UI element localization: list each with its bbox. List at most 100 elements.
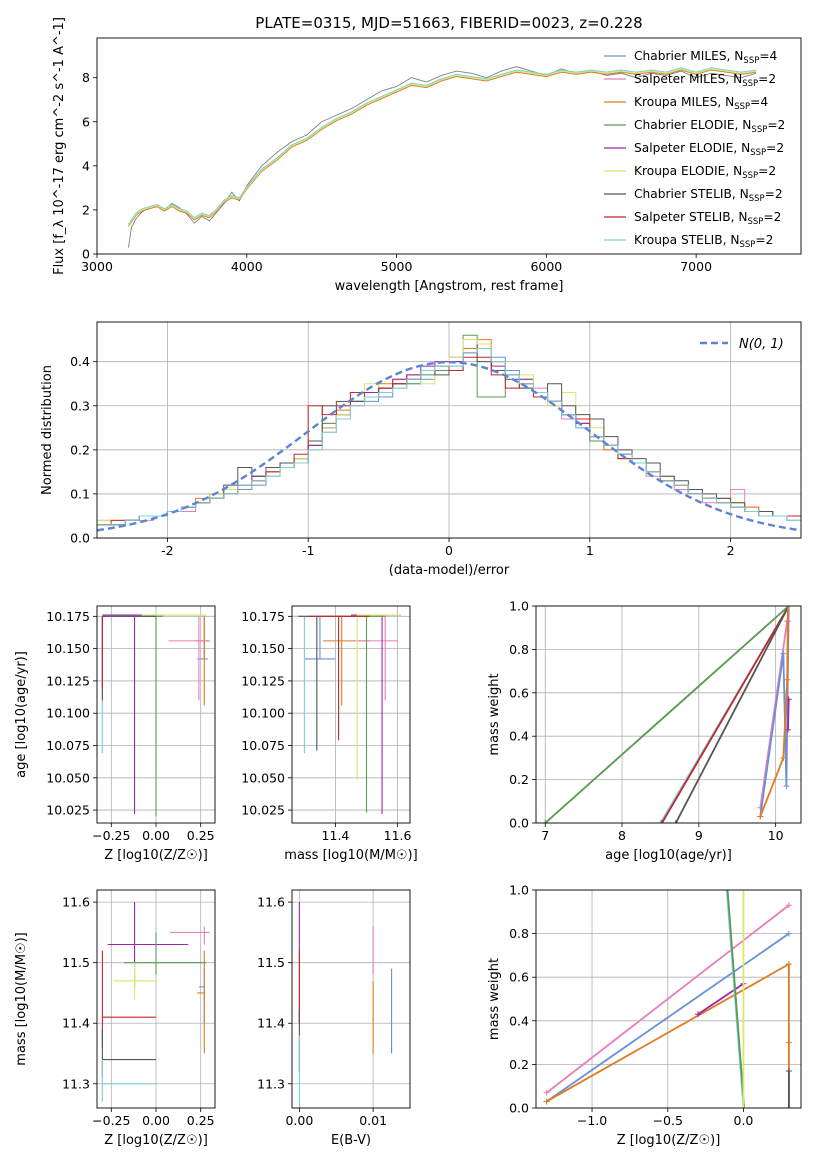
errorbar-point — [101, 615, 156, 754]
x-tick-label: 0.00 — [142, 1113, 170, 1128]
errorbar-point — [101, 615, 156, 701]
y-tick-label: 11.3 — [62, 1076, 90, 1091]
legend-label: Chabrier MILES, NSSP=4 — [634, 49, 778, 66]
plus-marker — [784, 676, 791, 683]
y-tick-label: 10.100 — [241, 706, 285, 721]
y-axis-label: mass weight — [487, 673, 502, 755]
errorbar-point — [102, 614, 156, 814]
figure-title: PLATE=0315, MJD=51663, FIBERID=0023, z=0… — [255, 14, 642, 32]
y-axis-label: mass weight — [487, 958, 502, 1040]
plus-marker — [740, 1105, 747, 1108]
x-tick-label: 11.4 — [322, 828, 350, 843]
y-axis-label: Flux [f_λ 10^-17 erg cm^-2 s^-1 A^-1] — [52, 17, 67, 275]
model-spectrum-line — [128, 69, 757, 227]
y-tick-label: 11.5 — [62, 955, 90, 970]
legend-label: Kroupa ELODIE, NSSP=2 — [634, 164, 776, 181]
x-tick-label: 7 — [541, 828, 549, 843]
plot-area — [542, 606, 792, 823]
errorbar-point — [304, 616, 336, 660]
x-axis-label: Z [log10(Z/Z☉)] — [104, 1133, 208, 1148]
plot-area — [97, 334, 801, 532]
y-tick-label: 0 — [82, 247, 90, 262]
y-tick-label: 8 — [82, 70, 90, 85]
axes-frame — [291, 889, 411, 1109]
x-tick-label: 3000 — [81, 259, 113, 274]
plus-marker — [695, 1011, 702, 1018]
panel-residuals: -2 -1 0 1 2 0.0 0.1 0.2 0.3 0.4 (data-model)/error… — [40, 321, 802, 578]
plus-marker — [657, 820, 664, 823]
errorbar-point — [101, 1029, 156, 1078]
plus-marker — [780, 754, 787, 761]
x-axis-label: Z [log10(Z/Z☉)] — [617, 1133, 721, 1148]
y-tick-label: 4 — [82, 158, 90, 173]
y-tick-label: 10.125 — [46, 673, 90, 688]
mass-weight-line — [546, 904, 790, 1094]
y-tick-label: 10.175 — [241, 609, 285, 624]
y-tick-label: 0.6 — [509, 970, 529, 985]
plus-marker — [543, 1089, 550, 1096]
y-tick-label: 10.150 — [241, 641, 285, 656]
x-tick-label: −1.0 — [577, 1113, 607, 1128]
y-tick-label: 0.8 — [509, 926, 529, 941]
plus-marker — [757, 813, 764, 820]
errorbar-point — [107, 615, 164, 817]
gridlines — [97, 322, 801, 539]
errorbar-point — [198, 968, 205, 1024]
x-axis-label: wavelength [Angstrom, rest frame] — [335, 279, 564, 294]
legend-label: Chabrier ELODIE, NSSP=2 — [634, 118, 785, 135]
y-tick-label: 10.025 — [46, 803, 90, 818]
y-tick-label: 10.075 — [241, 738, 285, 753]
panel-mass-vs-EBV: 0.00 0.01 11.3 11.4 11.5 11.6 E(B-V) — [257, 889, 411, 1148]
plus-marker — [724, 890, 731, 893]
model-spectrum-line — [128, 67, 757, 225]
errorbar-point — [168, 616, 210, 701]
errorbar-point — [356, 614, 401, 781]
x-tick-label: -1 — [302, 543, 314, 558]
plus-marker — [785, 902, 792, 909]
y-tick-label: 10.050 — [241, 770, 285, 785]
panel-spectrum: 3000 4000 5000 6000 7000 0 2 4 6 8 wavelength [Ang… — [52, 17, 802, 294]
errorbar-point — [323, 616, 370, 706]
x-axis-label: Z [log10(Z/Z☉)] — [104, 848, 208, 863]
gridlines — [292, 890, 410, 1108]
x-tick-label: −0.25 — [92, 828, 130, 843]
plus-marker — [543, 1098, 550, 1105]
y-tick-label: 1.0 — [509, 599, 529, 614]
plus-marker — [785, 961, 792, 968]
x-axis-label: mass [log10(M/M☉)] — [284, 848, 417, 863]
mass-weight-line — [544, 606, 790, 823]
legend-label: N(0, 1) — [739, 337, 784, 352]
plot-area — [128, 66, 757, 248]
errorbar-point — [170, 926, 210, 945]
plot-area — [295, 614, 401, 814]
legend-label: Chabrier STELIB, NSSP=2 — [634, 187, 783, 204]
y-tick-label: 10.125 — [241, 673, 285, 688]
y-tick-label: 2 — [82, 202, 90, 217]
x-tick-label: 0.00 — [142, 828, 170, 843]
y-tick-label: 10.150 — [46, 641, 90, 656]
x-tick-label: 5000 — [381, 259, 413, 274]
x-tick-label: 10 — [768, 828, 784, 843]
y-tick-label: 0.4 — [509, 729, 529, 744]
y-tick-label: 11.6 — [257, 895, 285, 910]
errorbar-point — [101, 615, 106, 689]
errorbar-point — [323, 615, 386, 813]
x-tick-label: −0.25 — [92, 1113, 130, 1128]
x-tick-label: -2 — [161, 543, 173, 558]
plus-marker — [658, 820, 665, 823]
y-tick-label: 11.4 — [62, 1016, 90, 1031]
x-axis-label: age [log10(age/yr)] — [605, 848, 732, 863]
mass-weight-line — [546, 932, 790, 1103]
x-tick-label: 11.6 — [384, 828, 412, 843]
x-tick-label: 2 — [727, 543, 735, 558]
errorbar-point — [101, 950, 156, 1048]
panel-age-vs-mass: 11.4 11.6 10.025 10.050 10.075 10.100 10.125 10… — [241, 605, 418, 863]
axes-frame — [96, 605, 216, 824]
axes-frame — [291, 605, 411, 824]
x-tick-label: 6000 — [530, 259, 562, 274]
y-tick-label: 0.1 — [70, 486, 90, 501]
errorbar-point — [298, 615, 351, 751]
y-tick-label: 1.0 — [509, 883, 529, 898]
axes-frame — [96, 889, 216, 1109]
errorbar-point — [141, 614, 207, 771]
